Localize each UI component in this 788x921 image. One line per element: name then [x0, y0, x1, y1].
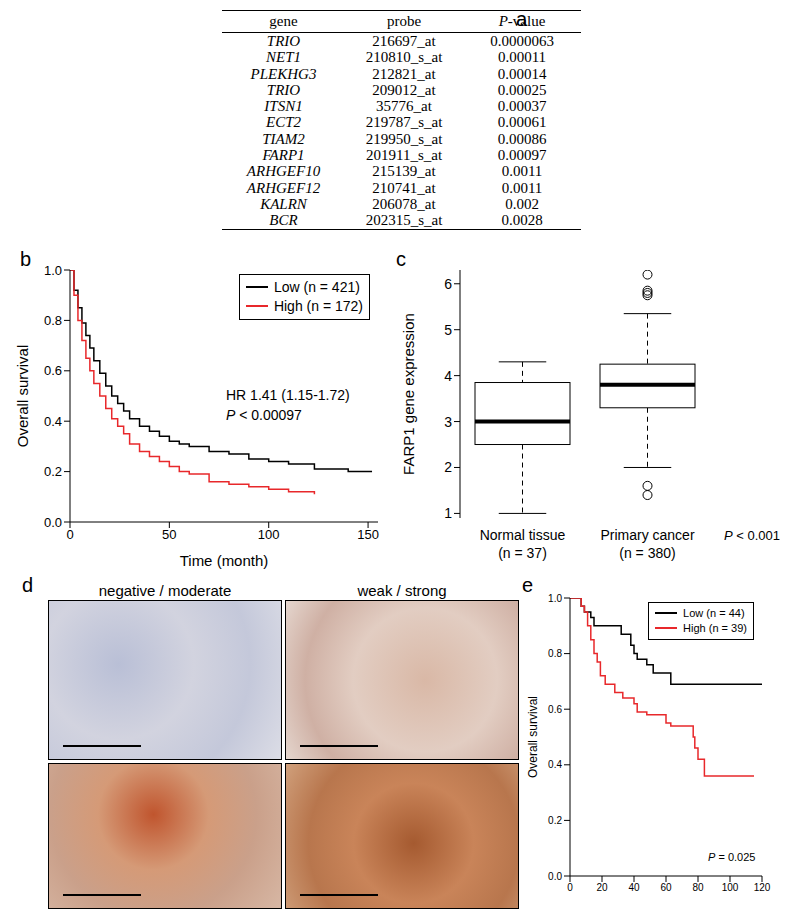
html-text:negative / moderate: negative / moderate	[98, 582, 232, 599]
html-text:0.00025: 0.00025	[497, 81, 547, 98]
svg-text:Normal tissue(n = 37): Normal tissue(n = 37)	[480, 527, 566, 561]
html-text:gene: gene	[269, 13, 298, 29]
html-text:215139_at: 215139_at	[372, 163, 436, 180]
svg-text:80: 80	[692, 882, 704, 893]
svg-text:0.2: 0.2	[548, 815, 562, 826]
html-text:d: d	[22, 574, 34, 596]
html-text:Low (n = 44): Low (n = 44)	[683, 607, 745, 619]
html-text:35776_at: 35776_at	[376, 98, 432, 115]
html-text:e: e	[522, 574, 534, 596]
svg-text:0.8: 0.8	[44, 313, 62, 328]
html-text:0.00037: 0.00037	[497, 98, 547, 115]
svg-text:3: 3	[444, 414, 452, 430]
html-text:216697_at: 216697_at	[372, 33, 436, 49]
html-text:HR 1.41 (1.15-1.72): HR 1.41 (1.15-1.72)	[226, 387, 350, 403]
html-text:0.002: 0.002	[505, 196, 539, 212]
html-text:212821_at: 212821_at	[372, 65, 436, 82]
html-text:P = 0.025: P = 0.025	[708, 851, 756, 863]
svg-text:Overall survival: Overall survival	[14, 345, 31, 448]
html-text:TIAM2: TIAM2	[262, 130, 305, 147]
html-text:201911_s_at: 201911_s_at	[365, 147, 442, 164]
html-text:P < 0.00097: P < 0.00097	[226, 406, 302, 423]
html-text:TRIO: TRIO	[266, 33, 301, 49]
svg-text:100: 100	[722, 882, 739, 893]
html-text:0.0011: 0.0011	[501, 179, 543, 196]
html-text:210810_s_at: 210810_s_at	[365, 49, 443, 66]
html-text:ARHGEF10: ARHGEF10	[246, 163, 321, 180]
html-text:NET1: NET1	[266, 49, 301, 66]
html-text:219950_s_at: 219950_s_at	[365, 130, 443, 147]
html-text:ECT2: ECT2	[266, 114, 301, 131]
svg-text:1.0: 1.0	[44, 263, 62, 278]
svg-text:40: 40	[628, 882, 640, 893]
svg-text:0.6: 0.6	[548, 704, 562, 715]
html-text:0.0011: 0.0011	[501, 163, 543, 180]
html-text:BCR: BCR	[269, 212, 298, 229]
html-text:High (n = 172): High (n = 172)	[273, 297, 363, 314]
html-text:a: a	[516, 8, 528, 30]
html-text:0.00086: 0.00086	[497, 130, 547, 147]
svg-text:60: 60	[660, 882, 672, 893]
svg-text:FARP1 gene expression: FARP1 gene expression	[400, 313, 417, 475]
svg-text:50: 50	[162, 527, 176, 542]
html-text:0.00097: 0.00097	[497, 147, 547, 164]
svg-text:20: 20	[596, 882, 608, 893]
svg-text:2: 2	[444, 459, 452, 475]
html-text:P < 0.001: P < 0.001	[724, 528, 780, 543]
html-text:ITSN1: ITSN1	[264, 98, 303, 115]
html-text:0.00061: 0.00061	[497, 114, 547, 131]
svg-text:0: 0	[567, 882, 573, 893]
html-text:c: c	[396, 248, 406, 270]
html-text:0.0028: 0.0028	[501, 212, 543, 229]
html-text:202315_s_at: 202315_s_at	[365, 212, 443, 229]
html-text:ARHGEF12: ARHGEF12	[246, 179, 321, 196]
svg-text:100: 100	[258, 527, 280, 542]
html-text:219787_s_at: 219787_s_at	[365, 114, 443, 131]
html-text:PLEKHG3: PLEKHG3	[250, 65, 317, 82]
html-text:210741_at: 210741_at	[372, 179, 436, 196]
html-text:TRIO: TRIO	[266, 81, 301, 98]
svg-text:0.6: 0.6	[44, 363, 62, 378]
html-text:P -value: P -value	[498, 13, 546, 29]
html-text:probe: probe	[386, 13, 422, 29]
html-text:b: b	[20, 248, 32, 270]
svg-text:6: 6	[444, 276, 452, 292]
svg-text:0.4: 0.4	[548, 759, 562, 770]
svg-text:0.0: 0.0	[44, 515, 62, 530]
svg-text:1: 1	[444, 505, 452, 521]
svg-text:120: 120	[754, 882, 771, 893]
html-text:0.00014: 0.00014	[497, 65, 547, 82]
html-text:KALRN: KALRN	[260, 196, 307, 212]
html-text:0.00011: 0.00011	[497, 49, 547, 66]
svg-text:Time (month): Time (month)	[180, 552, 269, 569]
svg-text:0.2: 0.2	[44, 464, 62, 479]
html-text:206078_at: 206078_at	[372, 196, 436, 212]
html-text:FARP1: FARP1	[262, 147, 305, 164]
html-text:weak / strong: weak / strong	[357, 582, 447, 599]
svg-text:5: 5	[444, 322, 452, 338]
html-text:High (n = 39): High (n = 39)	[683, 621, 747, 634]
svg-text:0: 0	[66, 527, 73, 542]
svg-text:150: 150	[357, 527, 379, 542]
svg-text:0.8: 0.8	[548, 648, 562, 659]
svg-text:Primary cancer(n = 380): Primary cancer(n = 380)	[600, 527, 694, 561]
svg-text:0.4: 0.4	[44, 414, 62, 429]
html-text:209012_at: 209012_at	[372, 81, 436, 98]
html-text:Low (n = 421): Low (n = 421)	[273, 279, 360, 295]
svg-text:Overall survival: Overall survival	[526, 696, 540, 778]
svg-text:1.0: 1.0	[548, 593, 562, 604]
svg-text:0.0: 0.0	[548, 871, 562, 882]
html-text:0.0000063: 0.0000063	[490, 33, 554, 49]
svg-text:4: 4	[444, 368, 452, 384]
